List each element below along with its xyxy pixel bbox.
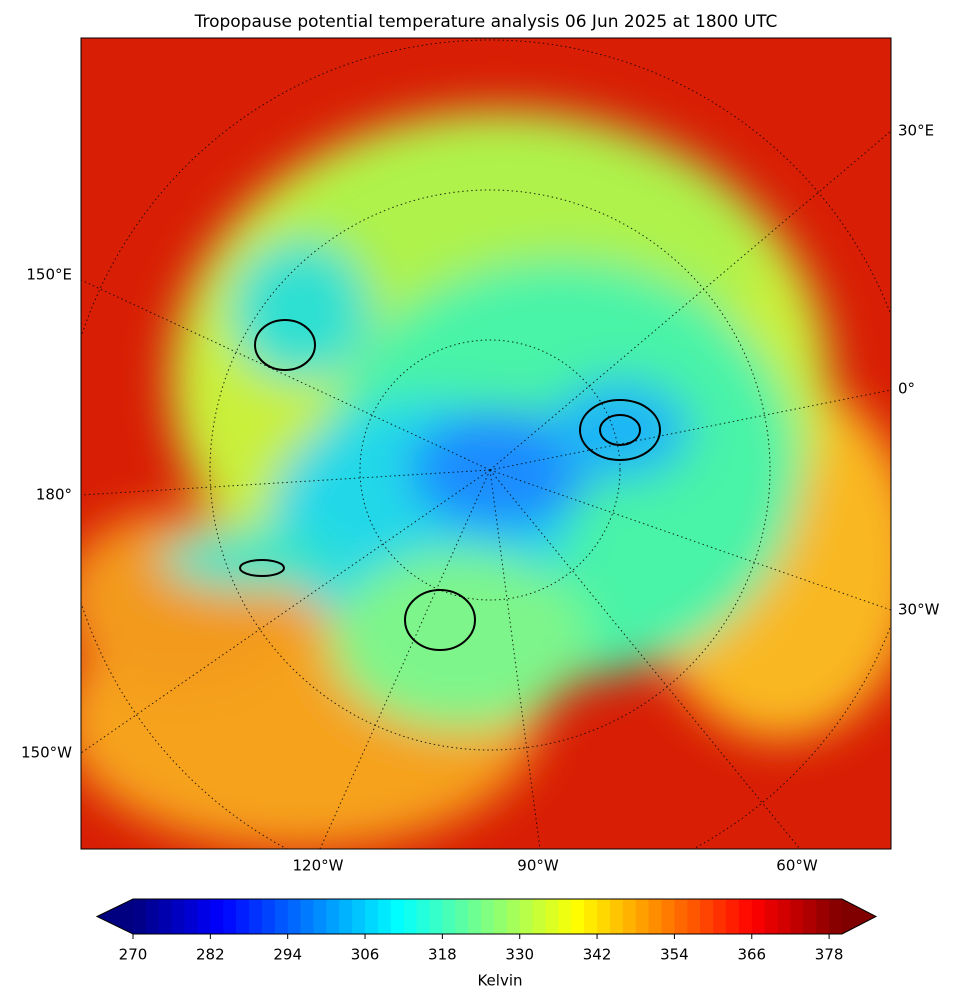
colorbar-segment — [145, 899, 160, 934]
colorbar-segment — [390, 899, 405, 934]
colorbar-segment — [287, 899, 302, 934]
colorbar-segment — [236, 899, 250, 934]
colorbar-segment — [249, 899, 263, 934]
colorbar-segment — [455, 899, 469, 934]
colorbar-segment — [365, 899, 379, 934]
colorbar-tick-label: 366 — [737, 946, 766, 964]
colorbar-tick-label: 282 — [196, 946, 225, 964]
map-frame — [80, 37, 892, 850]
title: Tropopause potential temperature analysi… — [194, 12, 778, 32]
colorbar-tick-label: 354 — [660, 946, 689, 964]
colorbar-segment — [751, 899, 766, 934]
colorbar-segment — [442, 899, 456, 934]
colorbar-segment — [545, 899, 559, 934]
colorbar-segment — [274, 899, 289, 934]
colorbar-tick-label: 318 — [428, 946, 457, 964]
colorbar-segment — [661, 899, 675, 934]
colorbar-segment — [133, 899, 147, 934]
colorbar-extend-low — [97, 899, 133, 934]
colorbar-segment — [648, 899, 663, 934]
colorbar-tick-label: 330 — [505, 946, 534, 964]
colorbar-segment — [481, 899, 495, 934]
colorbar-segment — [300, 899, 314, 934]
colorbar-segment — [261, 899, 276, 934]
colorbar-segment — [725, 899, 740, 934]
colorbar-segment — [571, 899, 585, 934]
colorbar-segment — [171, 899, 186, 934]
colorbar-segment — [339, 899, 353, 934]
colorbar-segment — [803, 899, 817, 934]
colorbar-segment — [674, 899, 688, 934]
lon-label: 180° — [36, 486, 72, 504]
colorbar-segment — [609, 899, 624, 934]
colorbar-tick-label: 378 — [815, 946, 844, 964]
colorbar-segment — [700, 899, 714, 934]
colorbar-segment — [558, 899, 572, 934]
colorbar-segment — [790, 899, 804, 934]
colorbar-segment — [738, 899, 753, 934]
lon-label: 90°W — [517, 857, 559, 875]
lon-label: 150°E — [26, 266, 72, 284]
colorbar-segment — [597, 899, 611, 934]
colorbar-segment — [158, 899, 173, 934]
colorbar-segment — [352, 899, 366, 934]
colorbar-segment — [764, 899, 779, 934]
colorbar-segment — [313, 899, 327, 934]
colorbar-segment — [622, 899, 637, 934]
colorbar-segment — [493, 899, 508, 934]
colorbar-segment — [829, 899, 843, 934]
colorbar-tick-label: 294 — [273, 946, 302, 964]
lon-label: 120°W — [293, 857, 344, 875]
colorbar-segment — [403, 899, 418, 934]
lon-label: 0° — [898, 380, 915, 398]
colorbar-segment — [713, 899, 727, 934]
colorbar-segment — [326, 899, 340, 934]
colorbar-segment — [184, 899, 198, 934]
lon-label: 30°W — [898, 601, 940, 619]
colorbar-tick-label: 306 — [351, 946, 380, 964]
colorbar-tick-label: 270 — [119, 946, 148, 964]
colorbar-segment — [416, 899, 430, 934]
colorbar-segment — [377, 899, 392, 934]
colorbar-segment — [197, 899, 211, 934]
colorbar-label: Kelvin — [477, 972, 522, 990]
colorbar-segment — [635, 899, 650, 934]
colorbar-extend-high — [842, 899, 876, 934]
lon-label: 60°W — [776, 857, 818, 875]
lon-label: 30°E — [898, 122, 934, 140]
colorbar-segment — [816, 899, 830, 934]
lon-label: 150°W — [21, 744, 72, 762]
colorbar-segment — [532, 899, 547, 934]
colorbar-segment — [777, 899, 791, 934]
map — [81, 38, 891, 849]
colorbar-segment — [584, 899, 598, 934]
colorbar-segment — [223, 899, 237, 934]
colorbar-tick-label: 342 — [583, 946, 612, 964]
colorbar-segment — [506, 899, 521, 934]
colorbar-segment — [429, 899, 443, 934]
colorbar-segment — [210, 899, 224, 934]
colorbar-segment — [468, 899, 482, 934]
colorbar-segment — [519, 899, 534, 934]
colorbar-segment — [687, 899, 701, 934]
